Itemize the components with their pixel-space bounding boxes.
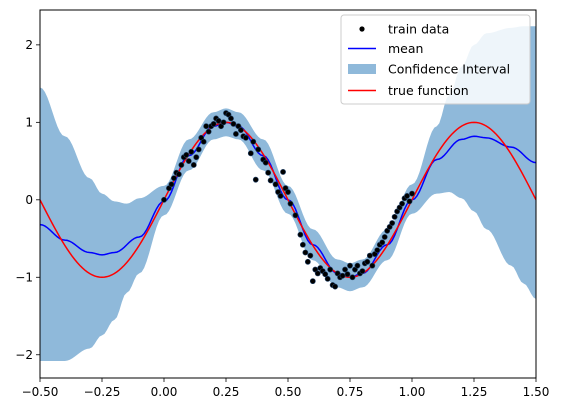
train-data-point [196, 147, 201, 152]
train-data-point [221, 120, 226, 125]
train-data-point [216, 118, 221, 123]
train-data-point [171, 176, 176, 181]
train-data-point [263, 160, 268, 165]
train-data-point [390, 220, 395, 225]
y-tick-label: −1 [15, 270, 33, 284]
train-data-point [194, 155, 199, 160]
train-data-point [231, 121, 236, 126]
train-data-point [407, 199, 412, 204]
legend-label-mean: mean [388, 41, 423, 56]
train-data-point [305, 259, 310, 264]
train-data-point [169, 182, 174, 187]
train-data-point [315, 271, 320, 276]
train-data-point [184, 152, 189, 157]
legend: train data mean Confidence Interval true… [341, 15, 530, 104]
train-data-point [360, 268, 365, 273]
train-data-point [179, 162, 184, 167]
train-data-point [409, 191, 414, 196]
x-tick-label: −0.25 [84, 385, 121, 399]
train-data-point [347, 263, 352, 268]
x-tick-label: 1.25 [461, 385, 488, 399]
x-tick-label: 1.00 [399, 385, 426, 399]
y-tick-label: 2 [25, 38, 33, 52]
train-data-point [392, 214, 397, 219]
legend-label-true-function: true function [388, 83, 469, 98]
train-data-point [256, 147, 261, 152]
legend-label-confidence-interval: Confidence Interval [388, 62, 510, 77]
x-tick-label: 0.50 [275, 385, 302, 399]
x-tick-label: −0.50 [22, 385, 59, 399]
train-data-point [278, 193, 283, 198]
train-data-point [189, 149, 194, 154]
legend-marker-train-data [359, 26, 364, 31]
train-data-point [367, 253, 372, 258]
train-data-point [280, 169, 285, 174]
train-data-point [206, 129, 211, 134]
y-tick-label: −2 [15, 348, 33, 362]
train-data-point [303, 250, 308, 255]
train-data-point [310, 279, 315, 284]
train-data-point [370, 263, 375, 268]
legend-label-train-data: train data [388, 22, 449, 37]
train-data-point [333, 284, 338, 289]
train-data-point [328, 267, 333, 272]
train-data-point [382, 234, 387, 239]
train-data-point [399, 201, 404, 206]
train-data-point [238, 127, 243, 132]
train-data-point [300, 242, 305, 247]
train-data-point [293, 213, 298, 218]
x-tick-label: 0.25 [213, 385, 240, 399]
train-data-point [345, 272, 350, 277]
train-data-point [325, 276, 330, 281]
train-data-point [211, 121, 216, 126]
x-tick-label: 1.50 [523, 385, 550, 399]
train-data-point [365, 259, 370, 264]
train-data-point [186, 158, 191, 163]
train-data-point [253, 177, 258, 182]
train-data-point [288, 201, 293, 206]
train-data-point [266, 170, 271, 175]
train-data-point [268, 178, 273, 183]
train-data-point [161, 197, 166, 202]
train-data-point [273, 182, 278, 187]
train-data-point [228, 116, 233, 121]
train-data-point [375, 248, 380, 253]
train-data-point [251, 139, 256, 144]
train-data-point [404, 193, 409, 198]
train-data-point [233, 131, 238, 136]
y-tick-label: 0 [25, 193, 33, 207]
train-data-point [176, 172, 181, 177]
train-data-point [380, 240, 385, 245]
train-data-point [285, 189, 290, 194]
train-data-point [342, 267, 347, 272]
train-data-point [243, 135, 248, 140]
x-tick-label: 0.75 [337, 385, 364, 399]
train-data-point [350, 275, 355, 280]
train-data-point [204, 124, 209, 129]
train-data-point [201, 139, 206, 144]
train-data-point [191, 162, 196, 167]
train-data-point [308, 253, 313, 258]
train-data-point [298, 232, 303, 237]
y-tick-label: 1 [25, 116, 33, 130]
train-data-point [248, 151, 253, 156]
legend-patch-confidence-interval [348, 64, 376, 74]
train-data-point [340, 273, 345, 278]
x-tick-label: 0.00 [151, 385, 178, 399]
train-data-point [355, 263, 360, 268]
